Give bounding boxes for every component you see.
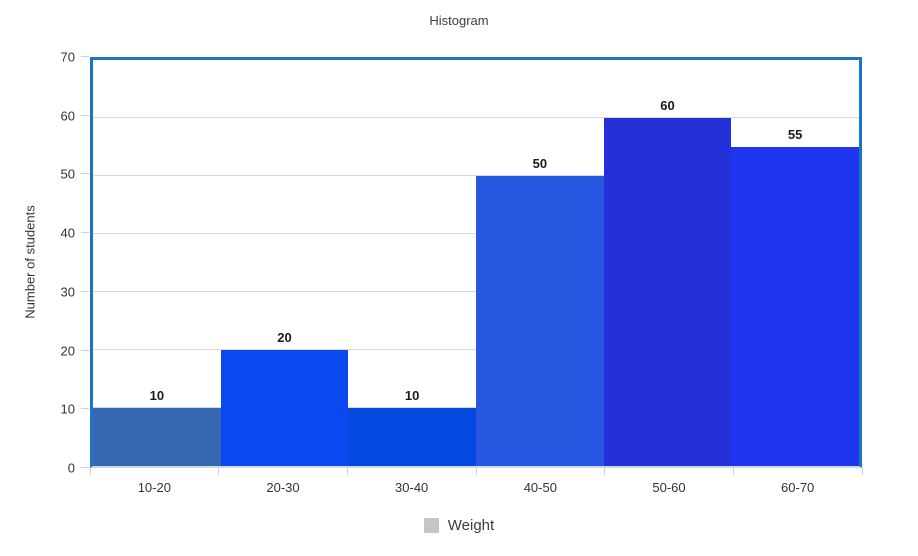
x-tick-mark xyxy=(604,468,606,475)
legend: Weight xyxy=(0,517,918,534)
x-category-label: 30-40 xyxy=(395,480,429,495)
y-tick-label: 30 xyxy=(60,284,75,300)
gridline xyxy=(93,117,859,118)
y-tick-mark xyxy=(81,408,89,410)
x-category-label: 10-20 xyxy=(137,480,171,495)
y-tick-label: 40 xyxy=(60,225,75,241)
legend-swatch xyxy=(423,518,439,533)
x-tick-mark xyxy=(89,468,91,475)
gridline xyxy=(93,175,859,176)
bar-value-label: 20 xyxy=(277,330,292,346)
y-axis-title: Number of students xyxy=(22,205,38,319)
bar-10-20[interactable] xyxy=(93,408,221,466)
y-tick-mark xyxy=(81,114,89,116)
y-tick-mark xyxy=(81,467,89,468)
x-category-label: 50-60 xyxy=(652,480,686,495)
bar-value-label: 55 xyxy=(787,127,803,142)
x-tick-mark xyxy=(732,468,734,475)
x-category-label: 60-70 xyxy=(781,480,815,495)
bar-value-label: 50 xyxy=(532,156,548,171)
bar-value-label: 10 xyxy=(404,388,420,404)
bar-60-70[interactable] xyxy=(731,147,859,466)
chart-title: Histogram xyxy=(429,13,489,28)
plot-area: 10 20 10 50 60 55 xyxy=(90,57,862,468)
y-tick-mark xyxy=(81,290,89,292)
x-tick-mark xyxy=(475,468,477,475)
y-tick-label: 50 xyxy=(60,166,75,182)
bar-20-30[interactable] xyxy=(220,350,349,466)
y-tick-mark xyxy=(81,173,89,175)
y-tick-label: 20 xyxy=(60,343,75,359)
x-tick-mark xyxy=(861,468,863,475)
y-tick-label: 70 xyxy=(60,49,75,65)
bar-40-50[interactable] xyxy=(476,176,604,466)
x-category-label: 40-50 xyxy=(523,480,557,495)
x-tick-mark xyxy=(346,468,348,475)
y-tick-label: 10 xyxy=(60,401,75,417)
x-category-label: 20-30 xyxy=(266,480,300,495)
y-tick-label: 0 xyxy=(67,460,75,476)
legend-label: Weight xyxy=(447,517,495,534)
y-tick-mark xyxy=(81,349,89,351)
bar-value-label: 10 xyxy=(149,388,165,404)
bar-30-40[interactable] xyxy=(348,408,476,466)
bar-value-label: 60 xyxy=(660,98,675,113)
bar-50-60[interactable] xyxy=(603,118,732,466)
y-tick-label: 60 xyxy=(60,108,75,124)
y-tick-mark xyxy=(81,232,89,234)
x-tick-mark xyxy=(218,468,220,475)
y-tick-mark xyxy=(81,56,89,57)
